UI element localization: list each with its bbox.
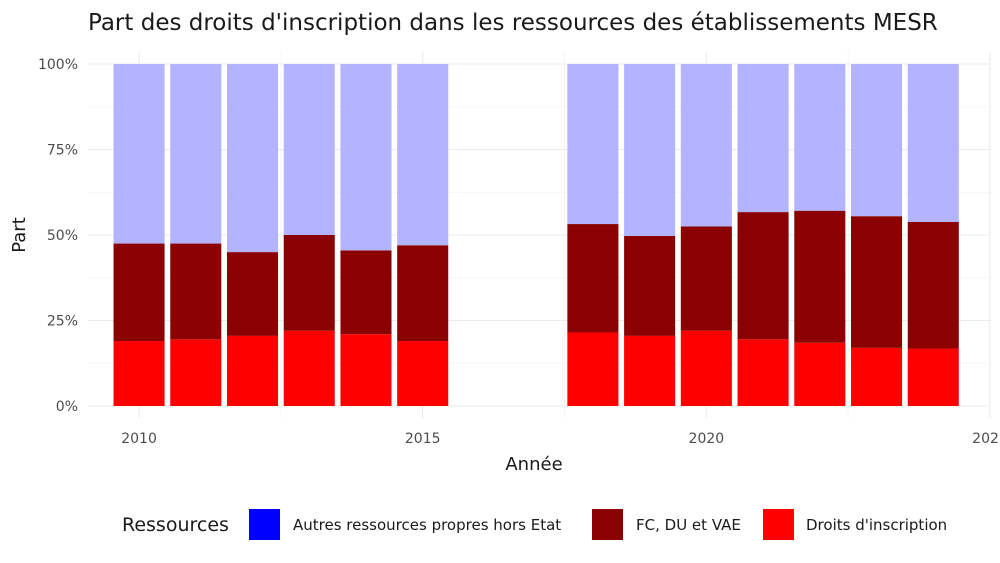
bar-segment	[340, 250, 392, 335]
legend-swatch-droits	[763, 509, 794, 540]
x-tick-label: 2015	[405, 431, 441, 447]
bar-segment	[907, 222, 959, 349]
x-axis-label: Année	[505, 454, 562, 475]
bar-segment	[113, 243, 165, 342]
bars	[113, 64, 959, 406]
bar-segment	[794, 210, 846, 343]
bar-segment	[226, 335, 279, 406]
bar-segment	[567, 224, 619, 333]
bar-segment	[397, 64, 449, 246]
bar-segment	[907, 64, 959, 223]
y-tick-label: 100%	[38, 57, 78, 73]
x-tick-labels: 2010 2015 2020 2025	[121, 431, 1000, 447]
y-tick-label: 25%	[47, 314, 78, 330]
bar-segment	[170, 243, 222, 340]
bar-segment	[567, 64, 619, 225]
bar-segment	[851, 347, 903, 406]
bar-segment	[113, 341, 165, 406]
legend-swatch-autres	[249, 509, 280, 540]
bar-segment	[113, 64, 165, 244]
y-tick-label: 0%	[56, 399, 78, 415]
bar-segment	[737, 64, 789, 213]
y-axis-label: Part	[9, 217, 30, 253]
legend-label-droits: Droits d'inscription	[806, 516, 947, 534]
bar-segment	[283, 64, 335, 235]
bar-segment	[397, 245, 449, 342]
x-tick-label: 2010	[121, 431, 157, 447]
bar-segment	[680, 64, 732, 227]
x-tick-label: 2025	[972, 431, 1000, 447]
bar-segment	[737, 339, 789, 406]
bar-segment	[794, 342, 846, 406]
legend-title: Ressources	[122, 514, 229, 536]
bar-segment	[397, 341, 449, 406]
bar-segment	[226, 64, 279, 253]
bar-segment	[851, 64, 903, 217]
bar-segment	[567, 332, 619, 406]
bar-segment	[680, 330, 732, 406]
bar-segment	[283, 235, 335, 331]
bar-segment	[794, 64, 846, 211]
x-tick-label: 2020	[689, 431, 725, 447]
bar-segment	[283, 330, 335, 406]
bar-segment	[624, 64, 676, 237]
legend-label-autres: Autres ressources propres hors Etat	[293, 516, 561, 534]
bar-segment	[680, 226, 732, 331]
bar-segment	[226, 252, 279, 336]
y-tick-label: 50%	[47, 228, 78, 244]
bar-segment	[624, 335, 676, 406]
legend: Ressources Autres ressources propres hor…	[122, 509, 947, 540]
bar-segment	[737, 212, 789, 340]
bar-segment	[907, 348, 959, 406]
chart-title: Part des droits d'inscription dans les r…	[88, 10, 938, 36]
bar-segment	[170, 64, 222, 244]
bar-segment	[624, 236, 676, 336]
bar-segment	[851, 216, 903, 348]
legend-swatch-fc-du-vae	[592, 509, 623, 540]
legend-label-fc-du-vae: FC, DU et VAE	[636, 516, 741, 534]
bar-segment	[170, 339, 222, 406]
y-tick-labels: 0% 25% 50% 75% 100%	[38, 57, 78, 415]
y-tick-label: 75%	[47, 143, 78, 159]
bar-segment	[340, 64, 392, 251]
bar-segment	[340, 334, 392, 406]
